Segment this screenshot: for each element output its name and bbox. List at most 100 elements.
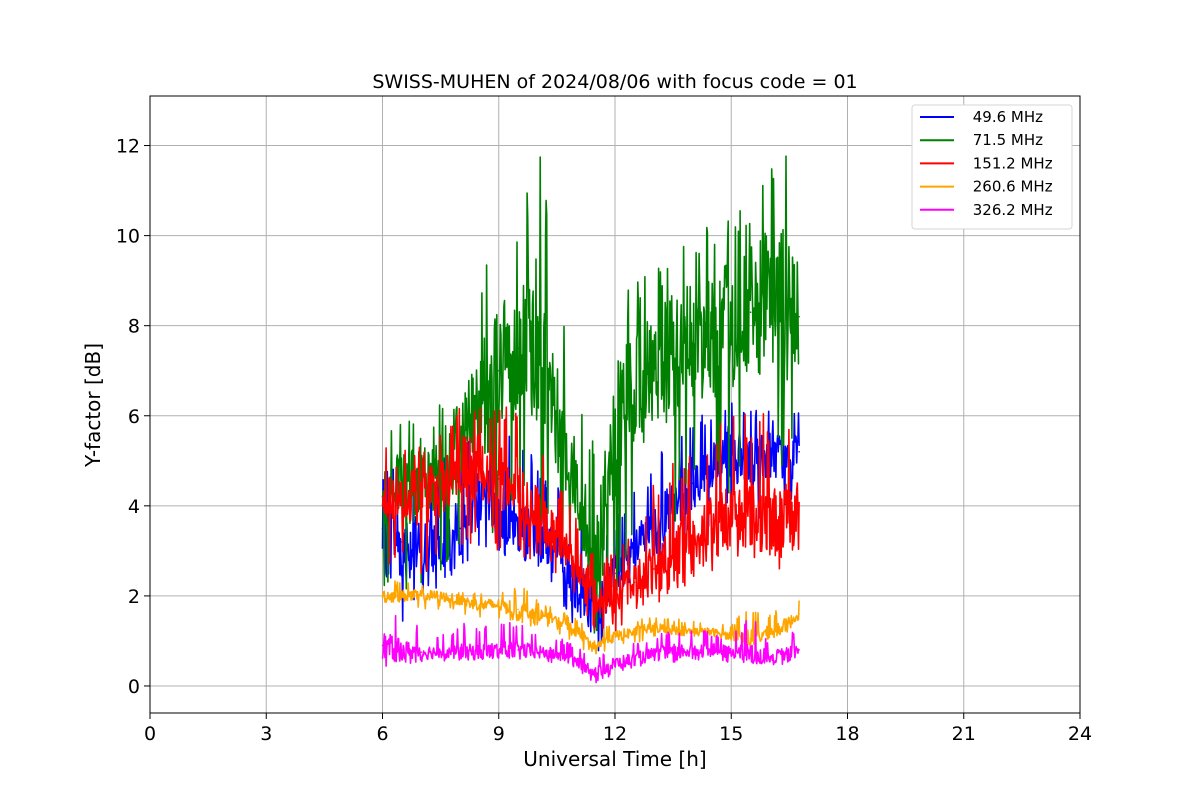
x-axis-label: Universal Time [h] bbox=[523, 747, 706, 771]
x-tick-label: 24 bbox=[1068, 723, 1092, 745]
data-point bbox=[798, 505, 800, 507]
data-point bbox=[653, 653, 655, 656]
data-point bbox=[459, 599, 461, 602]
y-tick-label: 2 bbox=[128, 586, 140, 608]
data-point bbox=[711, 469, 713, 471]
data-point bbox=[749, 637, 752, 640]
data-point bbox=[730, 651, 733, 653]
chart-title: SWISS-MUHEN of 2024/08/06 with focus cod… bbox=[372, 71, 857, 93]
data-point bbox=[730, 451, 733, 453]
data-point bbox=[711, 631, 713, 633]
legend-label: 151.2 MHz bbox=[968, 154, 1053, 172]
data-point bbox=[381, 595, 384, 597]
data-point bbox=[672, 554, 674, 557]
legend: 49.6 MHz 71.5 MHz 151.2 MHz 260.6 MHz 32… bbox=[911, 104, 1073, 230]
data-point bbox=[575, 660, 578, 662]
y-axis-label: Y-factor [dB] bbox=[81, 343, 105, 468]
data-point bbox=[614, 635, 616, 638]
data-point bbox=[769, 523, 771, 525]
data-point bbox=[730, 324, 733, 327]
data-point bbox=[769, 655, 771, 658]
data-point bbox=[711, 527, 713, 530]
data-point bbox=[517, 487, 519, 489]
legend-label: 260.6 MHz bbox=[968, 178, 1053, 196]
data-point bbox=[788, 622, 791, 624]
legend-item: 260.6 MHz bbox=[920, 178, 1053, 196]
data-point bbox=[517, 649, 519, 651]
data-point bbox=[498, 649, 500, 651]
data-point bbox=[633, 631, 636, 633]
data-point bbox=[498, 478, 500, 480]
data-point bbox=[798, 649, 800, 651]
data-point bbox=[536, 613, 539, 615]
data-point bbox=[439, 651, 442, 653]
series-line bbox=[381, 614, 800, 684]
legend-item: 151.2 MHz bbox=[920, 154, 1053, 172]
data-point bbox=[769, 302, 771, 305]
data-point bbox=[691, 482, 694, 485]
data-point bbox=[478, 464, 481, 467]
data-point bbox=[556, 415, 558, 417]
data-point bbox=[798, 315, 800, 318]
data-point bbox=[536, 333, 539, 336]
y-tick-label: 6 bbox=[128, 406, 140, 428]
data-point bbox=[420, 651, 423, 653]
data-point bbox=[517, 608, 519, 611]
y-tick-label: 8 bbox=[128, 316, 140, 338]
data-point bbox=[420, 496, 423, 498]
legend-item: 326.2 MHz bbox=[920, 201, 1053, 219]
data-point bbox=[633, 658, 636, 660]
x-tick-label: 9 bbox=[493, 723, 505, 745]
series-4 bbox=[381, 614, 800, 684]
data-point bbox=[478, 406, 481, 408]
data-point bbox=[594, 595, 597, 597]
data-point bbox=[556, 536, 558, 539]
legend-label: 71.5 MHz bbox=[968, 131, 1043, 149]
data-point bbox=[575, 482, 578, 485]
data-point bbox=[672, 651, 674, 653]
data-point bbox=[459, 651, 461, 653]
data-point bbox=[517, 347, 519, 350]
data-point bbox=[439, 595, 442, 597]
data-point bbox=[556, 619, 558, 622]
data-point bbox=[594, 644, 597, 647]
data-point bbox=[730, 514, 733, 516]
data-point bbox=[575, 563, 578, 566]
series-line bbox=[381, 580, 800, 655]
x-tick-label: 12 bbox=[603, 723, 627, 745]
data-point bbox=[653, 369, 655, 372]
data-point bbox=[594, 572, 597, 575]
data-point bbox=[788, 514, 791, 516]
x-tick-label: 21 bbox=[952, 723, 976, 745]
data-point bbox=[633, 392, 636, 395]
data-point bbox=[749, 514, 752, 516]
data-point bbox=[653, 568, 655, 570]
data-point bbox=[691, 541, 694, 543]
data-point bbox=[556, 653, 558, 656]
data-point bbox=[498, 369, 500, 372]
data-point bbox=[711, 333, 713, 336]
data-point bbox=[420, 595, 423, 597]
data-point bbox=[798, 613, 800, 615]
x-axis-ticks: 0 3 6 9 12 15 18 21 24 bbox=[144, 713, 1092, 745]
data-point bbox=[401, 595, 403, 597]
data-point bbox=[478, 651, 481, 653]
series-2 bbox=[381, 406, 800, 632]
data-point bbox=[749, 653, 752, 656]
x-tick-label: 18 bbox=[835, 723, 859, 745]
data-point bbox=[672, 628, 674, 631]
y-tick-label: 12 bbox=[116, 136, 140, 158]
data-point bbox=[439, 487, 442, 489]
data-point bbox=[633, 581, 636, 584]
data-point bbox=[478, 496, 481, 498]
data-point bbox=[536, 651, 539, 653]
data-point bbox=[672, 356, 674, 359]
data-point bbox=[575, 631, 578, 633]
x-tick-label: 3 bbox=[260, 723, 272, 745]
data-point bbox=[575, 581, 578, 584]
data-point bbox=[749, 311, 752, 314]
legend-item: 71.5 MHz bbox=[920, 131, 1043, 149]
y-tick-label: 0 bbox=[128, 676, 140, 698]
data-point bbox=[691, 342, 694, 345]
data-point bbox=[594, 671, 597, 674]
